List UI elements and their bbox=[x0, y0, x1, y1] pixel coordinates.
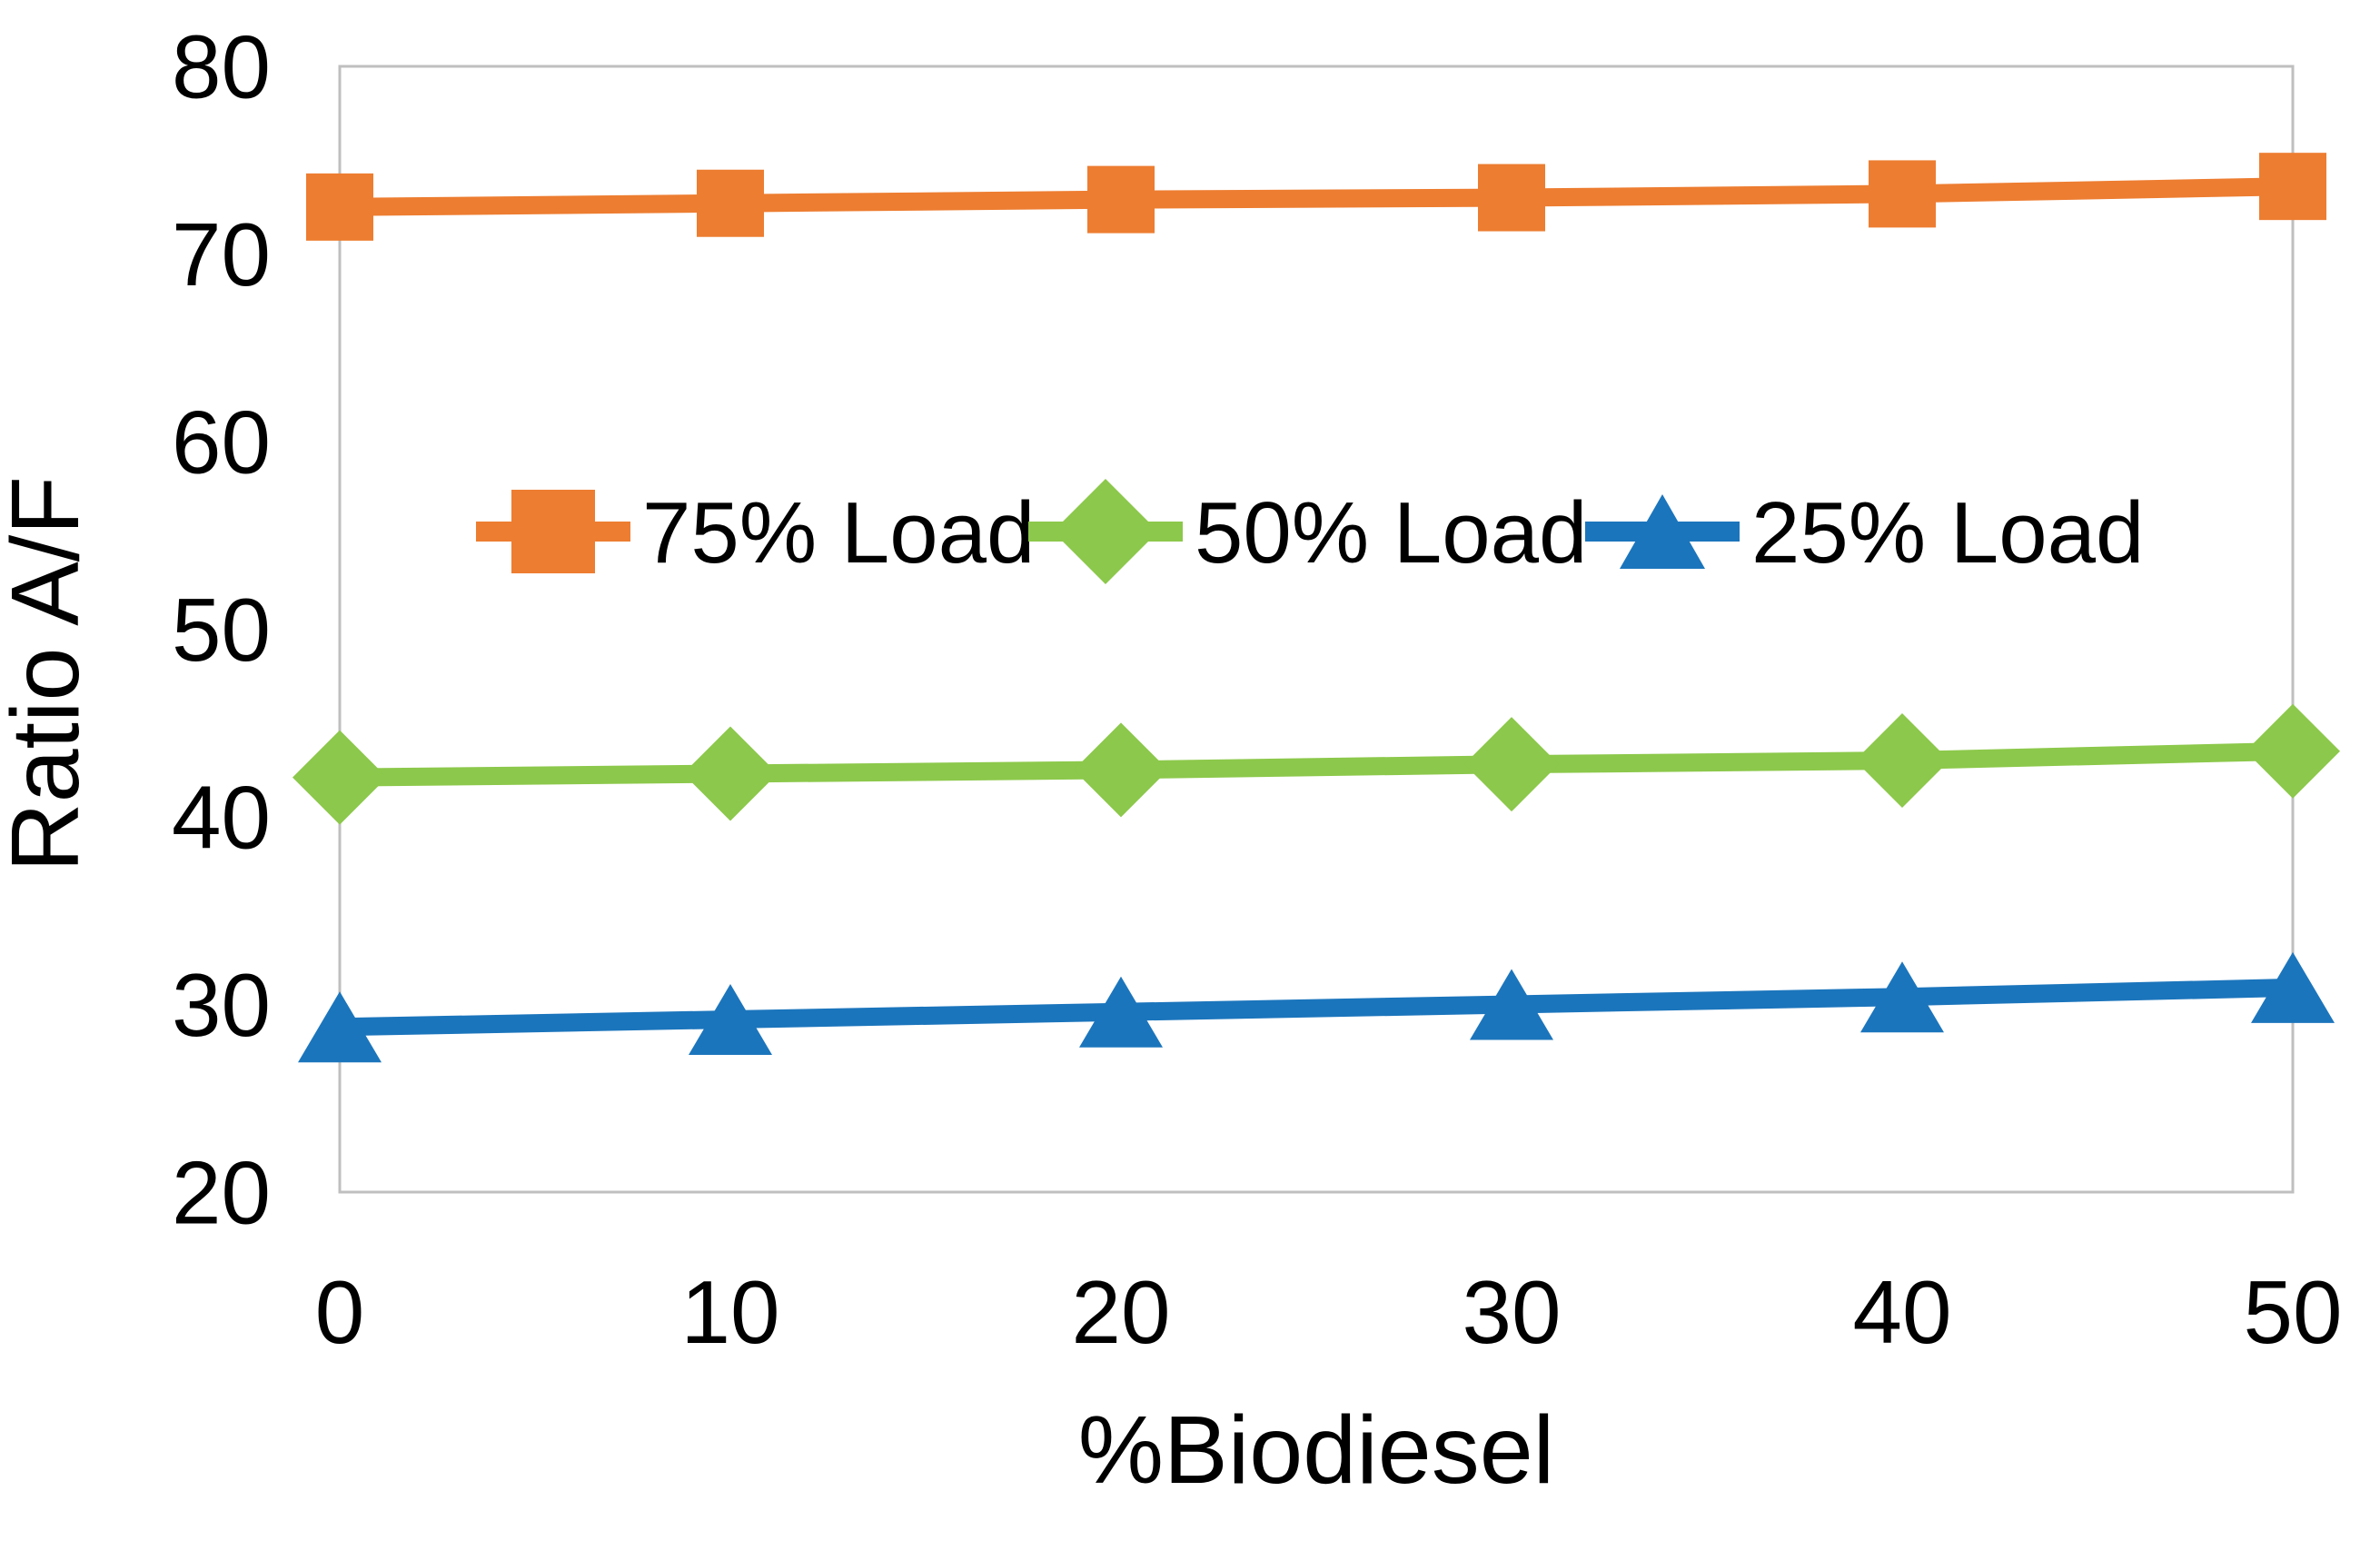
marker-diamond bbox=[1074, 722, 1168, 818]
marker-diamond bbox=[1464, 717, 1559, 812]
marker-triangle bbox=[1079, 976, 1163, 1048]
marker-square bbox=[511, 490, 595, 573]
x-axis-tick-labels: 0 10 20 30 40 50 bbox=[315, 1262, 2343, 1362]
series-75-load bbox=[306, 153, 2326, 241]
marker-triangle bbox=[2251, 951, 2335, 1023]
legend-label: 75% Load bbox=[642, 484, 1035, 582]
series-25-load bbox=[298, 951, 2335, 1063]
y-tick-label: 20 bbox=[172, 1142, 271, 1242]
marker-diamond bbox=[2246, 703, 2340, 799]
x-tick-label: 10 bbox=[680, 1262, 779, 1362]
marker-square bbox=[1478, 164, 1545, 232]
marker-square bbox=[2259, 153, 2326, 221]
marker-triangle bbox=[298, 991, 382, 1063]
y-tick-label: 50 bbox=[172, 580, 271, 680]
y-axis-tick-labels: 20 30 40 50 60 70 80 bbox=[172, 16, 271, 1242]
legend-item-25-load: 25% Load bbox=[1585, 484, 2144, 582]
legend-item-50-load: 50% Load bbox=[1028, 479, 1587, 584]
marker-triangle bbox=[1470, 969, 1553, 1040]
marker-triangle bbox=[1860, 961, 1944, 1033]
series-lines-and-markers bbox=[293, 153, 2340, 1063]
x-tick-label: 40 bbox=[1852, 1262, 1951, 1362]
legend-item-75-load: 75% Load bbox=[476, 484, 1035, 582]
legend-label: 25% Load bbox=[1751, 484, 2144, 582]
series-line bbox=[339, 741, 2294, 787]
series-line bbox=[339, 177, 2294, 216]
y-tick-label: 80 bbox=[172, 16, 271, 116]
y-tick-label: 70 bbox=[172, 204, 271, 304]
x-tick-label: 50 bbox=[2243, 1262, 2342, 1362]
marker-square bbox=[697, 169, 764, 237]
series-50-load bbox=[293, 703, 2340, 825]
marker-triangle bbox=[1620, 494, 1705, 569]
series-line bbox=[339, 978, 2294, 1037]
x-tick-label: 0 bbox=[315, 1262, 365, 1362]
marker-diamond bbox=[1053, 479, 1158, 584]
marker-square bbox=[1087, 165, 1155, 234]
x-tick-label: 30 bbox=[1462, 1262, 1561, 1362]
legend-label: 50% Load bbox=[1195, 484, 1587, 582]
legend: 75% Load 50% Load 25% Load bbox=[476, 479, 2144, 584]
x-tick-label: 20 bbox=[1071, 1262, 1170, 1362]
marker-diamond bbox=[683, 726, 778, 821]
y-tick-label: 30 bbox=[172, 955, 271, 1055]
marker-square bbox=[1869, 160, 1936, 228]
marker-diamond bbox=[1855, 713, 1949, 809]
y-axis-title: Ratio A/F bbox=[0, 476, 99, 872]
y-tick-label: 60 bbox=[172, 392, 271, 492]
marker-triangle bbox=[689, 984, 772, 1056]
marker-square bbox=[306, 173, 373, 241]
x-axis-title: %Biodiesel bbox=[1078, 1397, 1554, 1504]
marker-diamond bbox=[293, 730, 387, 825]
y-tick-label: 40 bbox=[172, 767, 271, 867]
plot-area-border bbox=[338, 65, 2295, 1194]
